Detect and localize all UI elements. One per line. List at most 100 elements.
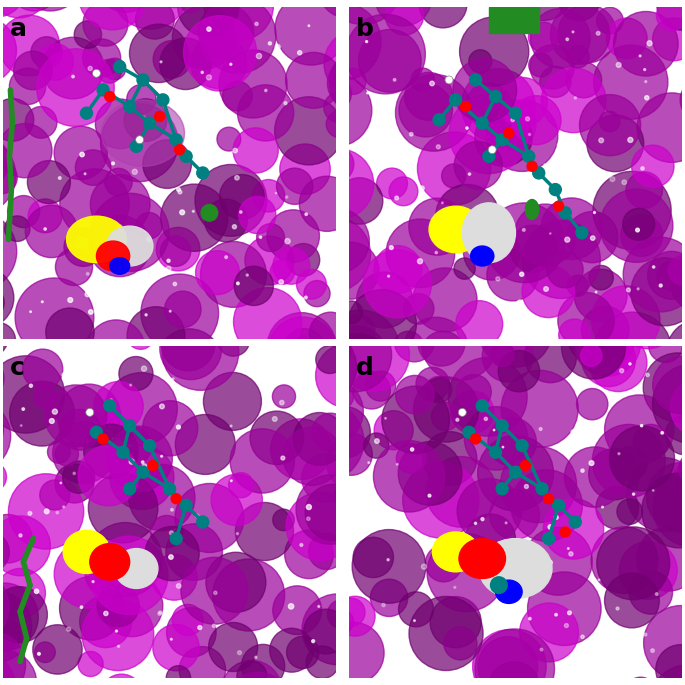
Circle shape	[279, 401, 284, 405]
Circle shape	[170, 134, 182, 146]
Circle shape	[490, 90, 501, 103]
Circle shape	[166, 524, 223, 580]
Ellipse shape	[101, 100, 184, 166]
Circle shape	[414, 377, 479, 442]
Circle shape	[81, 107, 92, 119]
Circle shape	[275, 192, 277, 194]
Circle shape	[84, 173, 86, 175]
Circle shape	[375, 439, 379, 443]
Circle shape	[421, 305, 497, 381]
Circle shape	[205, 199, 247, 242]
Circle shape	[110, 352, 146, 388]
Circle shape	[212, 559, 285, 631]
Circle shape	[148, 460, 158, 471]
Ellipse shape	[462, 203, 515, 262]
Circle shape	[0, 15, 60, 76]
Circle shape	[397, 444, 426, 473]
Circle shape	[433, 114, 445, 126]
Circle shape	[124, 483, 136, 495]
Circle shape	[94, 288, 97, 291]
Circle shape	[307, 517, 310, 521]
Circle shape	[577, 388, 608, 420]
Circle shape	[37, 49, 114, 126]
Circle shape	[55, 464, 94, 503]
Circle shape	[657, 262, 685, 290]
Circle shape	[523, 151, 535, 162]
Circle shape	[566, 62, 601, 98]
Circle shape	[60, 410, 100, 450]
Circle shape	[148, 239, 151, 242]
Ellipse shape	[110, 258, 129, 274]
Circle shape	[464, 298, 510, 344]
Circle shape	[136, 212, 162, 239]
Circle shape	[101, 0, 145, 1]
Circle shape	[647, 251, 685, 299]
Circle shape	[197, 167, 209, 179]
Circle shape	[177, 188, 180, 191]
Circle shape	[85, 292, 90, 297]
Circle shape	[269, 42, 271, 45]
Circle shape	[31, 37, 62, 68]
Circle shape	[581, 635, 584, 638]
Circle shape	[311, 27, 337, 53]
Circle shape	[237, 661, 267, 685]
Circle shape	[553, 201, 564, 211]
Circle shape	[488, 146, 496, 153]
Circle shape	[567, 46, 589, 68]
Circle shape	[567, 275, 588, 297]
Circle shape	[286, 196, 288, 198]
Circle shape	[23, 349, 63, 389]
Circle shape	[186, 316, 206, 337]
Circle shape	[201, 71, 203, 73]
Circle shape	[164, 291, 201, 327]
Circle shape	[454, 258, 475, 279]
Circle shape	[639, 55, 641, 57]
Circle shape	[629, 571, 673, 614]
Circle shape	[38, 653, 40, 655]
Circle shape	[544, 287, 548, 291]
Circle shape	[574, 97, 577, 99]
Circle shape	[386, 219, 455, 288]
Circle shape	[653, 18, 685, 61]
Circle shape	[453, 58, 516, 122]
Circle shape	[616, 62, 621, 67]
Circle shape	[368, 462, 370, 464]
Circle shape	[573, 309, 640, 376]
Circle shape	[352, 530, 426, 603]
Circle shape	[410, 448, 414, 451]
Circle shape	[649, 664, 685, 685]
Circle shape	[241, 645, 285, 685]
Circle shape	[644, 633, 647, 636]
Circle shape	[88, 66, 92, 71]
Circle shape	[323, 622, 384, 684]
Circle shape	[156, 227, 200, 271]
Circle shape	[201, 205, 218, 221]
Ellipse shape	[525, 199, 538, 219]
Circle shape	[160, 318, 222, 379]
Circle shape	[475, 522, 477, 525]
Circle shape	[8, 195, 40, 227]
Circle shape	[172, 378, 174, 380]
Circle shape	[33, 625, 82, 674]
Circle shape	[73, 472, 75, 475]
Circle shape	[501, 210, 505, 214]
Circle shape	[275, 45, 280, 49]
Circle shape	[129, 24, 188, 83]
Circle shape	[296, 475, 365, 545]
Circle shape	[496, 420, 508, 432]
Circle shape	[374, 246, 422, 293]
Circle shape	[673, 462, 685, 497]
Circle shape	[181, 558, 248, 624]
Circle shape	[492, 342, 514, 364]
Circle shape	[342, 628, 395, 680]
Circle shape	[418, 319, 465, 366]
Circle shape	[353, 371, 390, 409]
Circle shape	[0, 632, 25, 685]
Circle shape	[572, 31, 574, 33]
Circle shape	[22, 408, 25, 410]
Circle shape	[525, 331, 577, 383]
Circle shape	[240, 211, 242, 213]
Circle shape	[0, 138, 10, 185]
Circle shape	[230, 425, 232, 427]
Circle shape	[0, 586, 47, 643]
